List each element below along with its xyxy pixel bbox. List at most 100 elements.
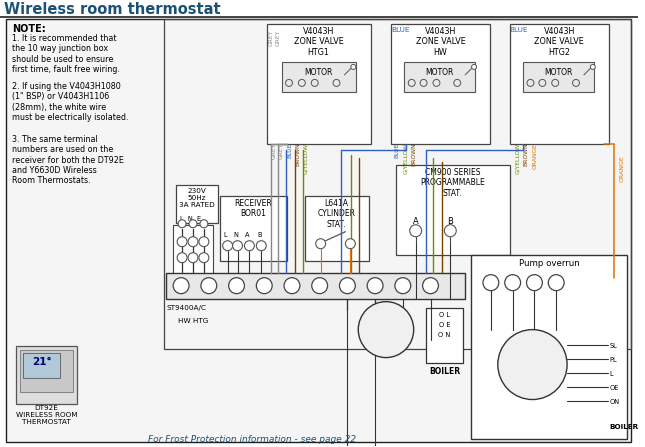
Text: 8: 8 <box>510 280 515 286</box>
Text: B: B <box>448 217 453 226</box>
Text: HW HTG: HW HTG <box>178 318 208 324</box>
Text: G/YELLOW: G/YELLOW <box>303 143 308 174</box>
Text: 4: 4 <box>262 283 266 289</box>
Text: 5: 5 <box>290 283 294 289</box>
Text: L: L <box>384 337 388 346</box>
Circle shape <box>526 274 542 291</box>
Text: GREY: GREY <box>268 30 273 46</box>
Circle shape <box>454 80 461 86</box>
Bar <box>471 255 628 439</box>
Circle shape <box>244 241 254 251</box>
Circle shape <box>189 220 197 228</box>
Text: BROWN: BROWN <box>412 143 417 166</box>
Text: 3: 3 <box>234 283 239 289</box>
Circle shape <box>498 329 567 400</box>
Circle shape <box>299 80 305 86</box>
Text: ST9400A/C: ST9400A/C <box>166 305 206 311</box>
Circle shape <box>410 225 422 237</box>
Text: BROWN: BROWN <box>524 143 528 166</box>
Text: 230V
50Hz
3A RATED: 230V 50Hz 3A RATED <box>179 188 215 208</box>
Circle shape <box>573 80 579 86</box>
Circle shape <box>315 239 326 249</box>
Text: BOILER: BOILER <box>610 425 639 430</box>
Bar <box>391 24 490 144</box>
Bar <box>522 62 594 92</box>
Text: O L: O L <box>439 312 450 318</box>
Circle shape <box>312 80 318 86</box>
Bar <box>404 62 475 92</box>
Text: N: N <box>383 313 389 322</box>
Text: B: B <box>257 232 262 238</box>
Text: GREY: GREY <box>271 143 276 159</box>
Circle shape <box>199 253 209 263</box>
Text: NOTE:: NOTE: <box>12 24 46 34</box>
Circle shape <box>188 253 198 263</box>
Text: 2. If using the V4043H1080
(1" BSP) or V4043H1106
(28mm), the white wire
must be: 2. If using the V4043H1080 (1" BSP) or V… <box>12 82 128 122</box>
Circle shape <box>174 278 189 294</box>
Circle shape <box>339 278 355 294</box>
Circle shape <box>527 80 534 86</box>
Text: 7: 7 <box>489 280 493 286</box>
Text: BLUE: BLUE <box>394 143 399 158</box>
Circle shape <box>358 302 413 358</box>
Text: PL: PL <box>610 357 617 363</box>
Circle shape <box>551 80 559 86</box>
Text: BOILER: BOILER <box>429 367 460 375</box>
Text: E: E <box>530 360 535 369</box>
Text: MOTOR: MOTOR <box>304 68 333 77</box>
Text: 1: 1 <box>179 283 183 289</box>
Text: ORANGE: ORANGE <box>533 143 537 169</box>
Circle shape <box>346 239 355 249</box>
Bar <box>282 62 356 92</box>
Circle shape <box>199 237 209 247</box>
Text: BLUE: BLUE <box>287 143 292 158</box>
Text: 7: 7 <box>345 283 350 289</box>
Text: 10: 10 <box>426 283 435 289</box>
Circle shape <box>284 278 300 294</box>
Circle shape <box>188 237 198 247</box>
Bar <box>267 24 371 144</box>
Text: O N: O N <box>438 332 450 337</box>
Text: A: A <box>413 217 419 226</box>
Circle shape <box>422 278 439 294</box>
Bar <box>426 308 463 363</box>
Text: ORANGE: ORANGE <box>620 155 624 181</box>
Circle shape <box>228 278 244 294</box>
Text: V4043H
ZONE VALVE
HTG2: V4043H ZONE VALVE HTG2 <box>534 27 584 57</box>
Text: Wireless room thermostat: Wireless room thermostat <box>4 2 221 17</box>
Text: BLUE: BLUE <box>510 27 528 33</box>
Text: L: L <box>610 371 613 376</box>
Bar <box>23 353 61 378</box>
Circle shape <box>177 237 187 247</box>
Text: For Frost Protection information - see page 22: For Frost Protection information - see p… <box>148 435 357 444</box>
Bar <box>305 196 369 261</box>
Text: 8: 8 <box>373 283 377 289</box>
Circle shape <box>539 80 546 86</box>
Bar <box>164 19 631 349</box>
Text: G/YELLOW: G/YELLOW <box>515 143 520 174</box>
Text: E: E <box>384 325 388 334</box>
Text: N: N <box>530 348 535 357</box>
Text: ON: ON <box>610 399 620 405</box>
Text: OE: OE <box>610 384 619 391</box>
Bar <box>220 196 287 261</box>
Circle shape <box>471 64 477 69</box>
Text: BLUE: BLUE <box>391 27 410 33</box>
Text: N: N <box>233 232 239 238</box>
Circle shape <box>286 80 292 86</box>
Circle shape <box>420 80 427 86</box>
Circle shape <box>590 64 595 69</box>
Circle shape <box>200 220 208 228</box>
Circle shape <box>483 274 499 291</box>
Circle shape <box>256 241 266 251</box>
Circle shape <box>177 253 187 263</box>
Circle shape <box>505 274 521 291</box>
Text: 1. It is recommended that
the 10 way junction box
should be used to ensure
first: 1. It is recommended that the 10 way jun… <box>12 34 120 74</box>
Bar <box>396 165 510 255</box>
Text: L: L <box>224 232 227 238</box>
Bar <box>20 350 74 392</box>
Text: GREY: GREY <box>276 30 281 46</box>
Circle shape <box>201 278 217 294</box>
Text: V4043H
ZONE VALVE
HW: V4043H ZONE VALVE HW <box>415 27 465 57</box>
Circle shape <box>548 274 564 291</box>
